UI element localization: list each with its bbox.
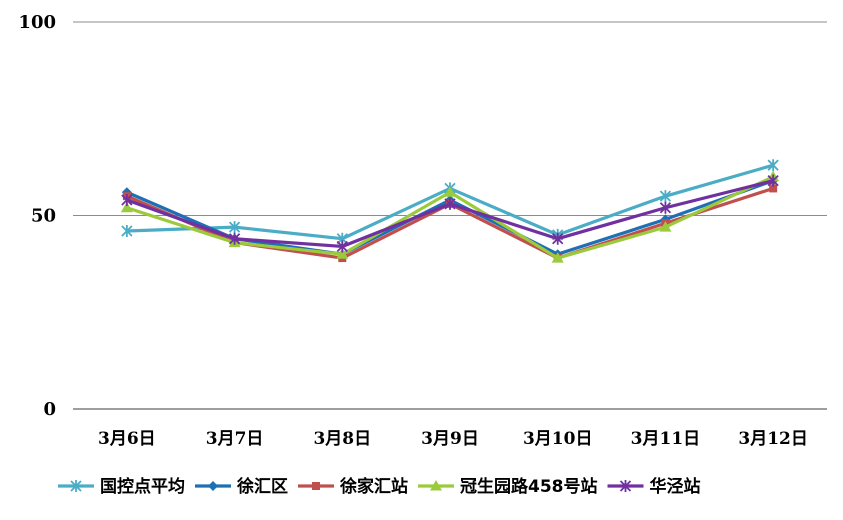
series-5 [121,174,779,253]
data-point [659,190,672,203]
legend-marker [619,480,632,492]
x-tick-label: 3月7日 [206,429,264,449]
y-tick-label: 0 [43,399,56,420]
x-tick-label: 3月6日 [98,429,156,449]
legend-label: 徐汇区 [236,476,288,497]
data-point [120,201,133,213]
data-point [551,252,564,263]
legend-label: 国控点平均 [100,476,185,497]
data-point [659,221,672,232]
y-tick-label: 50 [31,206,56,227]
data-point [769,184,778,193]
data-point [228,221,241,234]
y-tick-label: 100 [18,12,56,33]
y-tick-labels: 0 50 100 [18,12,56,420]
x-tick-label: 3月10日 [523,429,593,449]
legend-marker [430,480,442,491]
legend-item: 冠生园路458号站 [418,476,598,497]
series-lines [120,159,780,263]
legend-label: 冠生园路458号站 [460,476,598,497]
data-point [767,159,779,172]
legend-marker [312,482,320,490]
x-tick-label: 3月9日 [421,429,479,449]
legend-item: 国控点平均 [58,476,185,497]
data-point [121,224,133,237]
data-point [552,232,564,245]
data-point [336,240,348,253]
data-point [444,186,456,197]
data-point [659,201,672,214]
x-tick-label: 3月12日 [738,429,808,449]
legend-marker [70,480,82,492]
legend-item: 徐汇区 [195,476,288,497]
gridlines [73,21,827,410]
legend: 国控点平均 徐汇区 徐家汇站 冠生园路458号站 华泾站 [58,476,701,497]
x-tick-labels: 3月6日 3月7日 3月8日 3月9日 3月10日 3月11日 3月12日 [98,429,808,449]
legend-label: 华泾站 [650,476,701,497]
legend-item: 徐家汇站 [298,476,408,497]
data-point [767,174,779,187]
data-point [228,232,241,245]
x-tick-label: 3月8日 [313,429,371,449]
x-tick-label: 3月11日 [631,429,701,449]
legend-marker [208,481,218,491]
data-point [444,197,456,210]
data-point [121,194,133,207]
legend-label: 徐家汇站 [339,476,408,497]
legend-item: 华泾站 [607,476,701,497]
data-point [336,248,349,259]
